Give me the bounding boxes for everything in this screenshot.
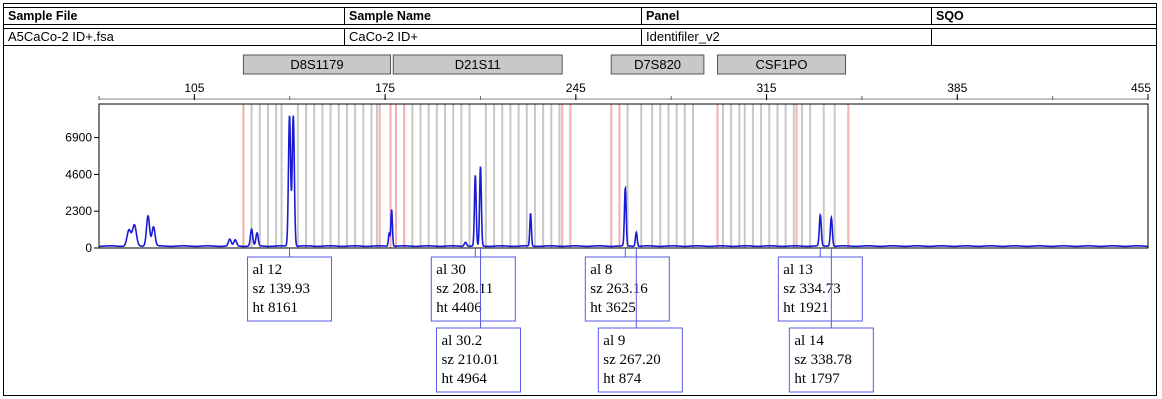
allele-label-box xyxy=(788,327,874,393)
allele-label-box xyxy=(597,327,683,393)
header-sqo: SQO xyxy=(936,9,964,23)
sample-table-header: Sample File Sample Name Panel SQO xyxy=(3,7,1157,25)
allele-label-line: ht 1797 xyxy=(794,371,840,387)
allele-label-line: ht 4406 xyxy=(436,300,482,316)
y-tick-label: 6900 xyxy=(65,131,92,145)
y-tick-label: 2300 xyxy=(65,204,92,218)
allele-label-line: sz 263.16 xyxy=(590,281,648,297)
cell-sample-file[interactable]: A5CaCo-2 ID+.fsa xyxy=(4,29,345,45)
marker-label-csf1po: CSF1PO xyxy=(756,57,808,72)
allele-label-line: al 8 xyxy=(590,262,612,278)
marker-box-d8s1179 xyxy=(242,54,392,75)
allele-label-line: sz 210.01 xyxy=(441,352,499,368)
signal-trace xyxy=(99,115,1148,248)
allele-label-line: ht 8161 xyxy=(253,300,298,316)
marker-box-d21s11 xyxy=(392,54,563,75)
allele-label-box xyxy=(777,256,863,322)
allele-label-line: ht 1921 xyxy=(783,300,828,316)
y-tick-label: 4600 xyxy=(65,167,92,181)
allele-label-line: al 12 xyxy=(253,262,283,278)
allele-label-line: ht 3625 xyxy=(590,300,635,316)
allele-label-line: al 9 xyxy=(603,333,625,349)
header-sample-name: Sample Name xyxy=(345,8,642,24)
allele-label-box xyxy=(247,256,333,322)
allele-label-line: ht 874 xyxy=(603,371,641,387)
allele-label-line: al 30.2 xyxy=(441,333,482,349)
allele-label-line: al 13 xyxy=(783,262,813,278)
x-tick-label: 175 xyxy=(375,81,395,95)
marker-label-d8s1179: D8S1179 xyxy=(290,57,343,72)
sample-table-row[interactable]: A5CaCo-2 ID+.fsa CaCo-2 ID+ Identifiler_… xyxy=(3,28,1157,46)
allele-label-box xyxy=(435,327,521,393)
electropherogram-frame xyxy=(3,3,1157,396)
y-tick-label: 0 xyxy=(85,241,92,255)
cell-panel[interactable]: Identifiler_v2 xyxy=(642,29,932,45)
allele-label-line: sz 338.78 xyxy=(794,352,852,368)
marker-box-csf1po xyxy=(717,54,847,75)
marker-box-d7s820 xyxy=(610,54,705,75)
header-panel: Panel xyxy=(642,8,932,24)
allele-label-line: sz 139.93 xyxy=(253,281,311,297)
header-sample-file: Sample File xyxy=(4,8,345,24)
x-tick-label: 245 xyxy=(566,81,586,95)
cell-sample-name[interactable]: CaCo-2 ID+ xyxy=(345,29,642,45)
plot-area xyxy=(98,103,1149,249)
allele-label-line: sz 208.11 xyxy=(436,281,493,297)
allele-label-line: sz 267.20 xyxy=(603,352,661,368)
x-tick-label: 455 xyxy=(1131,81,1151,95)
allele-label-box xyxy=(584,256,670,322)
allele-label-line: ht 4964 xyxy=(441,371,487,387)
allele-label-box xyxy=(430,256,516,322)
allele-label-line: sz 334.73 xyxy=(783,281,841,297)
allele-label-line: al 14 xyxy=(794,333,824,349)
allele-label-line: al 30 xyxy=(436,262,466,278)
x-tick-label: 315 xyxy=(757,81,777,95)
x-tick-label: 385 xyxy=(947,81,967,95)
x-tick-label: 105 xyxy=(184,81,204,95)
marker-label-d21s11: D21S11 xyxy=(455,57,501,72)
marker-label-d7s820: D7S820 xyxy=(634,57,681,72)
